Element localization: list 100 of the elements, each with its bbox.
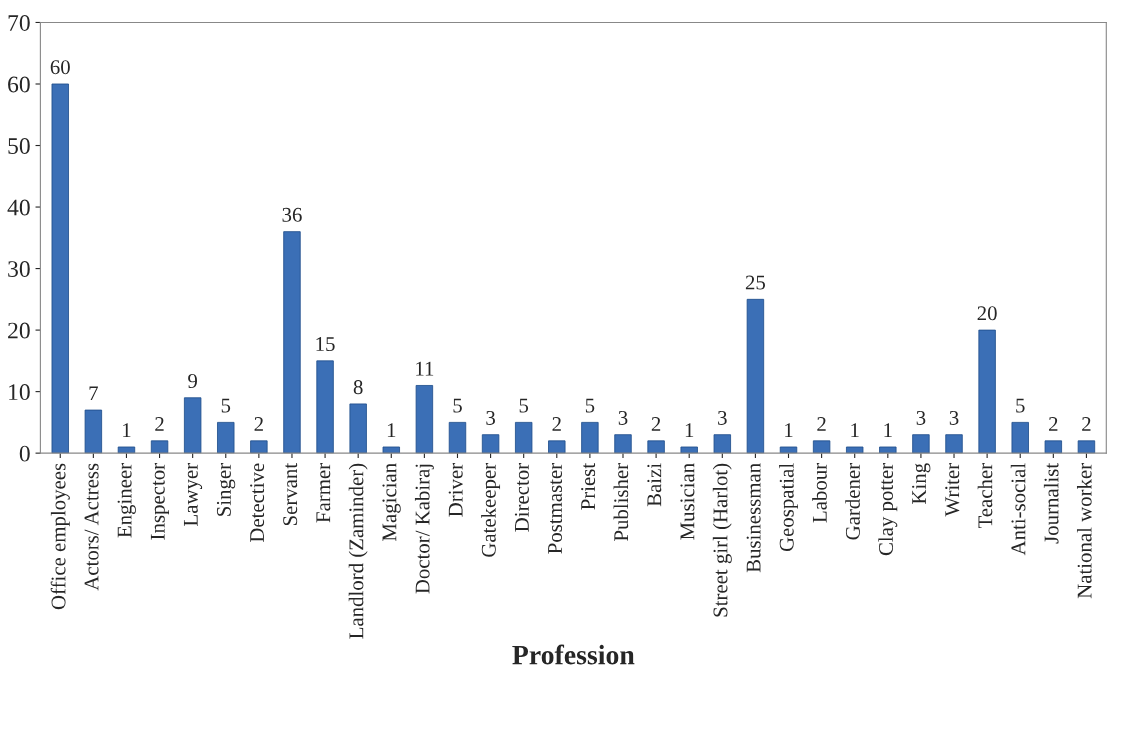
data-label: 5 xyxy=(585,398,595,413)
x-tick-label: Servant xyxy=(283,462,298,526)
y-tick-label: 10 xyxy=(9,384,30,401)
bar xyxy=(713,434,731,454)
bar xyxy=(84,409,103,454)
data-label: 3 xyxy=(718,410,727,425)
x-tick-label: Postmaster xyxy=(548,463,563,554)
data-label: 1 xyxy=(884,423,892,437)
y-tick-label: 0 xyxy=(19,445,30,462)
bar xyxy=(283,231,301,454)
data-label: 2 xyxy=(552,417,561,431)
data-label: 36 xyxy=(282,207,302,222)
y-tick-label: 50 xyxy=(8,138,30,154)
data-label: 60 xyxy=(50,60,70,75)
data-label: 5 xyxy=(519,398,529,413)
data-label: 20 xyxy=(977,306,997,321)
y-tick-label: 70 xyxy=(8,14,30,31)
bar xyxy=(150,440,169,454)
x-tick-label: Director xyxy=(514,463,529,532)
data-label: 3 xyxy=(618,410,628,425)
x-tick-label: Journalist xyxy=(1043,462,1059,544)
x-tick-label: Street girl (Harlot) xyxy=(712,463,732,617)
x-tick-label: Farmer xyxy=(316,463,331,523)
x-axis-title: Profession xyxy=(512,644,635,665)
bar xyxy=(581,421,599,454)
x-tick-label: Publisher xyxy=(613,463,629,541)
data-label: 15 xyxy=(316,337,335,352)
x-tick-label: Office employees xyxy=(50,463,70,610)
bar xyxy=(448,421,467,454)
x-tick-label: Businessman xyxy=(746,463,761,573)
bar xyxy=(415,385,434,454)
bar xyxy=(1044,440,1063,454)
data-label: 5 xyxy=(1016,398,1025,413)
y-tick-label: 40 xyxy=(7,199,30,216)
x-tick-label: Doctor/ Kabiraj xyxy=(414,464,434,594)
bar xyxy=(250,440,268,454)
x-tick-label: Baizi xyxy=(647,463,662,507)
x-tick-label: Musician xyxy=(680,463,695,540)
data-label: 2 xyxy=(1082,417,1091,431)
bar xyxy=(978,329,996,454)
x-tick-label: Lawyer xyxy=(183,463,203,526)
data-label: 3 xyxy=(916,410,926,425)
x-tick-label: Anti-social xyxy=(1010,463,1026,556)
bar xyxy=(183,397,202,454)
bar xyxy=(912,434,930,454)
data-label: 1 xyxy=(685,423,694,437)
data-label: 8 xyxy=(353,380,363,395)
x-tick-label: Labour xyxy=(812,463,827,523)
data-label: 25 xyxy=(745,275,766,290)
bar xyxy=(746,298,765,454)
bar xyxy=(382,446,400,454)
bar xyxy=(846,446,864,454)
x-tick-label: Priest xyxy=(581,462,596,510)
bar xyxy=(812,440,831,454)
data-label: 3 xyxy=(486,410,495,425)
bar xyxy=(217,421,235,454)
y-tick-label: 30 xyxy=(8,261,30,277)
data-label: 1 xyxy=(123,423,131,437)
x-tick-label: Clay potter xyxy=(878,463,898,556)
data-label: 3 xyxy=(949,410,959,425)
x-tick-label: Detective xyxy=(250,463,265,543)
x-tick-label: National worker xyxy=(1076,463,1092,599)
bar xyxy=(349,403,367,454)
data-label: 2 xyxy=(1049,417,1058,431)
data-label: 9 xyxy=(188,373,198,388)
bar xyxy=(614,434,632,454)
data-label: 2 xyxy=(254,417,263,431)
x-tick-label: King xyxy=(912,463,931,504)
x-tick-label: Actors/ Actress xyxy=(84,463,99,591)
x-tick-label: Driver xyxy=(448,463,463,517)
bar xyxy=(879,446,897,454)
data-label: 5 xyxy=(453,398,462,413)
bar xyxy=(1011,421,1029,454)
y-tick-label: 60 xyxy=(8,76,30,93)
x-tick-label: Singer xyxy=(216,463,236,516)
bar xyxy=(1077,440,1096,454)
data-label: 2 xyxy=(155,417,164,431)
x-tick-label: Landlord (Zaminder) xyxy=(348,463,368,639)
data-label: 1 xyxy=(785,423,793,437)
x-tick-label: Teacher xyxy=(977,463,993,529)
bar xyxy=(481,434,500,454)
x-tick-label: Writer xyxy=(945,463,960,517)
x-tick-label: Gardener xyxy=(845,463,860,540)
data-label: 7 xyxy=(89,386,98,401)
x-tick-label: Inspector xyxy=(150,463,170,540)
bar xyxy=(680,446,698,454)
bar xyxy=(51,83,69,454)
bar xyxy=(647,440,665,454)
x-tick-label: Gatekeeper xyxy=(481,463,501,557)
data-label: 5 xyxy=(221,398,231,413)
x-tick-label: Engineer xyxy=(117,463,136,538)
data-label: 1 xyxy=(387,423,396,437)
y-tick-label: 20 xyxy=(8,322,30,339)
bar xyxy=(945,434,963,454)
bar xyxy=(514,421,533,454)
bar xyxy=(316,360,334,454)
data-label: 2 xyxy=(817,417,826,431)
x-tick-label: Geospatial xyxy=(779,463,798,552)
data-label: 11 xyxy=(416,361,434,376)
bar xyxy=(548,440,566,454)
